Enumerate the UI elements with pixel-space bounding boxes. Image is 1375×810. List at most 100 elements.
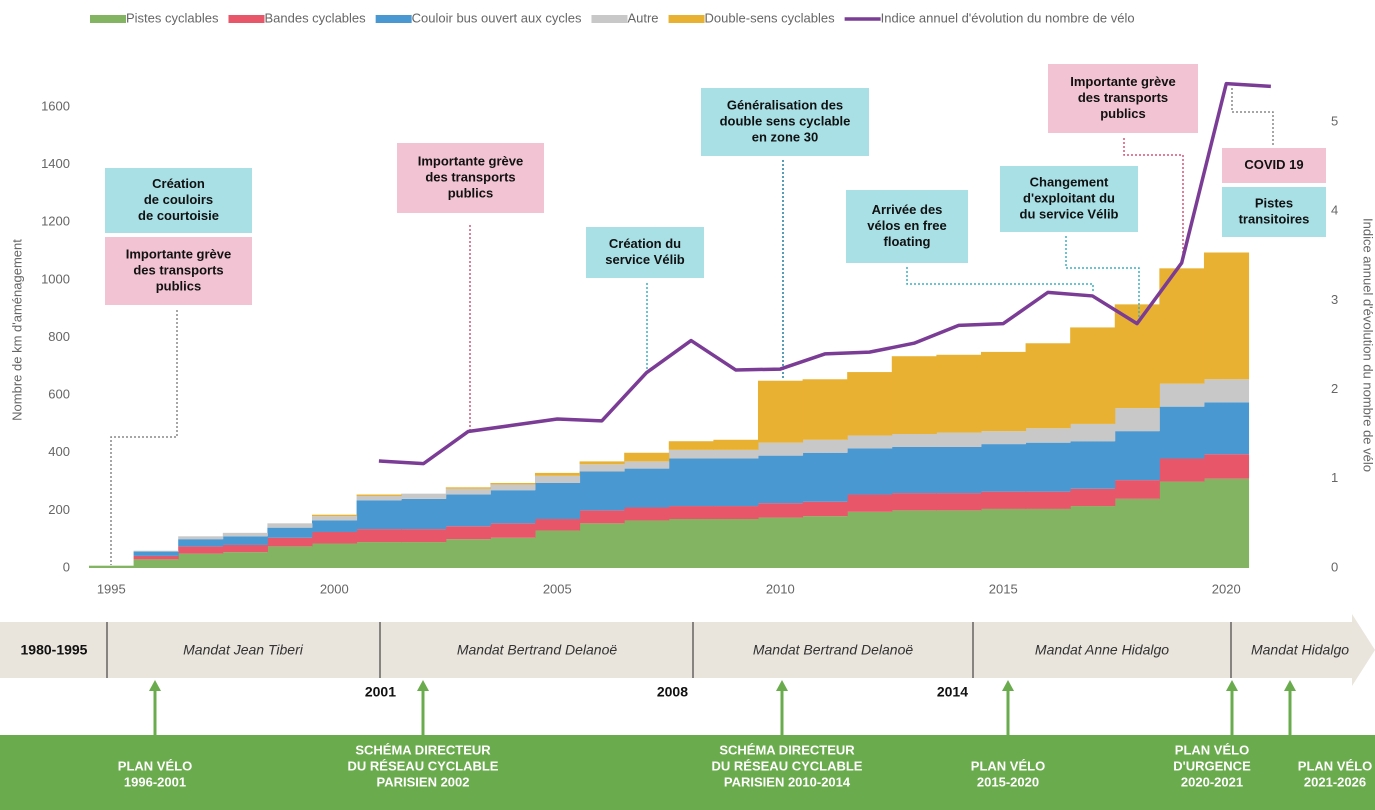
- area-step: [1070, 423, 1116, 442]
- area-step: [1203, 454, 1250, 479]
- area-step: [624, 520, 670, 568]
- arrow-head: [776, 680, 788, 691]
- arrow-head: [1002, 680, 1014, 691]
- leader: [1065, 236, 1140, 322]
- area-step: [222, 544, 268, 553]
- area-step: [490, 484, 536, 491]
- area-step: [356, 500, 402, 530]
- x-tick-label: 1995: [97, 581, 126, 596]
- leader: [906, 267, 1094, 293]
- annotation-text: Arrivée des: [872, 202, 943, 217]
- area-step: [356, 494, 402, 496]
- area-step: [445, 526, 491, 540]
- annotation-text: des transports: [425, 169, 515, 184]
- plan-label: D'URGENCE: [1173, 758, 1251, 773]
- area-step: [1025, 508, 1071, 568]
- annotation-text: Pistes: [1255, 195, 1293, 210]
- arrow-head: [1284, 680, 1296, 691]
- area-step: [980, 444, 1027, 492]
- timeline-year: 2001: [365, 684, 396, 700]
- timeline-year: 2008: [657, 684, 688, 700]
- area-step: [802, 452, 848, 502]
- area-step: [1159, 268, 1205, 384]
- y-tick-label: 1200: [41, 214, 70, 229]
- y-tick-label: 800: [48, 329, 70, 344]
- leader: [1231, 88, 1274, 145]
- area-step: [891, 510, 937, 568]
- period-label: Mandat Anne Hidalgo: [1035, 642, 1169, 658]
- area-step: [891, 434, 937, 447]
- area-step: [668, 441, 714, 450]
- area-step: [579, 523, 625, 568]
- annotation-text: publics: [156, 278, 202, 293]
- annotation-text: transitoires: [1239, 211, 1310, 226]
- area-step: [1159, 383, 1205, 407]
- area-step: [133, 551, 179, 556]
- area-step: [490, 537, 536, 568]
- area-step: [1070, 506, 1116, 568]
- y2-tick-label: 4: [1331, 203, 1338, 218]
- area-step: [1025, 428, 1071, 443]
- annotation-text: Changement: [1030, 174, 1109, 189]
- arrow-head: [1226, 680, 1238, 691]
- timeline-year: 2014: [937, 684, 968, 700]
- area-step: [757, 455, 804, 504]
- area-step: [534, 530, 581, 568]
- area-step: [757, 442, 804, 456]
- x-tick-label: 2005: [543, 581, 572, 596]
- plan-label: PLAN VÉLO: [118, 758, 192, 773]
- area-step: [222, 552, 268, 568]
- leader: [1123, 138, 1184, 262]
- area-step: [356, 529, 402, 543]
- annotation-text: publics: [448, 185, 494, 200]
- area-step: [847, 448, 893, 495]
- area-step: [847, 435, 893, 449]
- leader: [110, 310, 178, 565]
- y2-tick-label: 2: [1331, 381, 1338, 396]
- area-step: [802, 501, 848, 517]
- area-step: [802, 516, 848, 568]
- area-step: [1070, 327, 1116, 424]
- area-step: [1070, 488, 1116, 507]
- plan-label: PLAN VÉLO: [971, 758, 1045, 773]
- index-line: [378, 81, 1271, 466]
- area-step: [401, 493, 447, 499]
- area-step: [713, 506, 759, 520]
- annotation-text: en zone 30: [752, 129, 818, 144]
- area-step: [490, 490, 536, 524]
- area-step: [847, 511, 893, 568]
- annotation-text: COVID 19: [1244, 157, 1303, 172]
- legend-label: Couloir bus ouvert aux cycles: [412, 10, 582, 25]
- legend-swatch: [228, 15, 265, 23]
- area-step: [936, 446, 982, 494]
- area-step: [668, 519, 714, 568]
- y2-axis-title: Indice annuel d'évolution du nombre de v…: [1361, 218, 1375, 472]
- legend-label: Pistes cyclables: [126, 10, 219, 25]
- y-tick-label: 400: [48, 444, 70, 459]
- area-step: [579, 461, 625, 465]
- area-step: [267, 537, 313, 547]
- x-tick-label: 2010: [766, 581, 795, 596]
- plan-label: PLAN VÉLO: [1298, 758, 1372, 773]
- legend-swatch: [375, 15, 412, 23]
- area-step: [1114, 480, 1160, 499]
- annotation-text: Importante grève: [126, 246, 231, 261]
- area-step: [178, 536, 224, 540]
- plan-label: 1996-2001: [124, 774, 186, 789]
- y2-tick-label: 5: [1331, 113, 1338, 128]
- area-step: [401, 542, 447, 568]
- area-step: [267, 527, 313, 538]
- area-step: [1159, 458, 1205, 482]
- annotation-text: publics: [1100, 106, 1146, 121]
- area-step: [757, 380, 804, 443]
- area-step: [222, 536, 268, 545]
- annotation-text: d'exploitant du: [1023, 190, 1115, 205]
- annotation-text: du service Vélib: [1020, 206, 1119, 221]
- area-step: [847, 494, 893, 512]
- area-step: [178, 546, 224, 554]
- area-step: [757, 517, 804, 568]
- annotation-text: Importante grève: [418, 153, 523, 168]
- annotation-text: Importante grève: [1070, 74, 1175, 89]
- area-step: [1114, 431, 1160, 481]
- annotation-text: de courtoisie: [138, 208, 219, 223]
